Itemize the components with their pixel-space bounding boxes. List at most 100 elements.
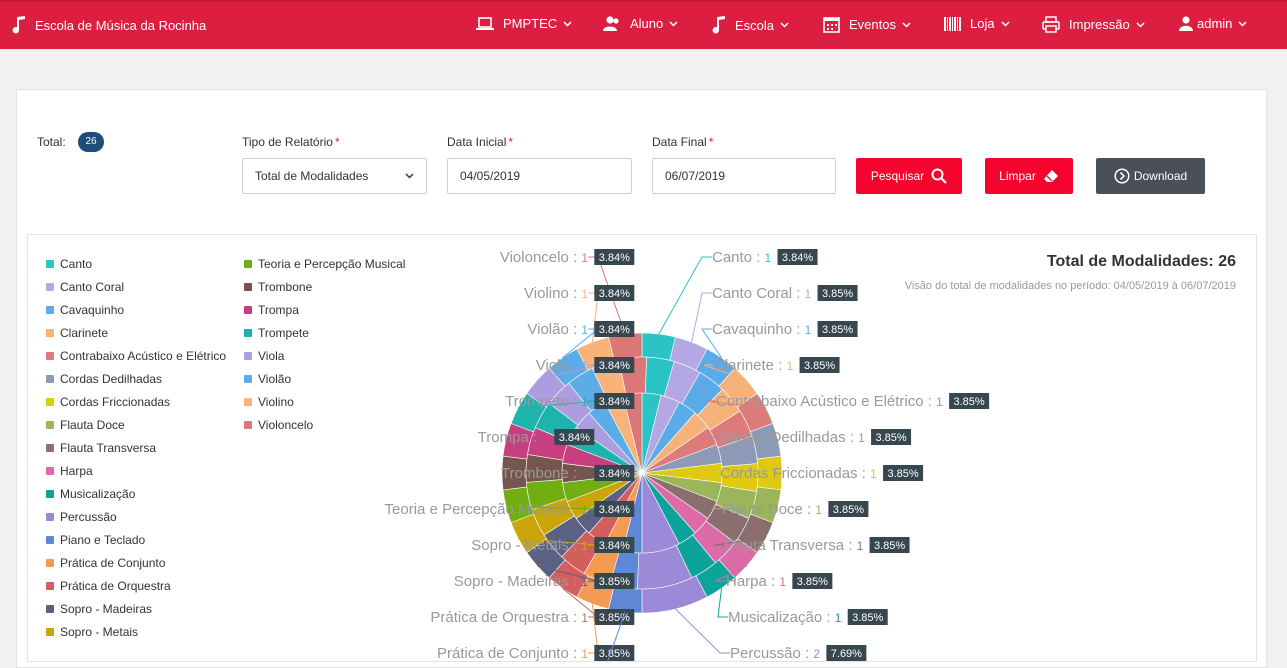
- nav-eventos[interactable]: Eventos: [823, 16, 911, 33]
- legend-label: Clarinete: [60, 326, 109, 340]
- percent-badge: [777, 249, 818, 265]
- percent-badge-text: 3.85%: [874, 540, 905, 552]
- pie-data-label: Trompa : 1 3.84%: [478, 429, 595, 446]
- legend-swatch: [46, 559, 54, 567]
- pie-data-label: Flauta Doce : 1 3.85%: [711, 501, 869, 518]
- legend-item[interactable]: Violino: [244, 395, 294, 409]
- pie-data-label: Piano e Teclado : 13.85%: [607, 611, 626, 661]
- end-date-input[interactable]: 06/07/2019: [652, 158, 836, 194]
- legend-item[interactable]: Violão: [244, 372, 291, 386]
- label-connector: [703, 364, 747, 381]
- legend-item[interactable]: Violoncelo: [244, 418, 313, 432]
- legend-label: Contrabaixo Acústico e Elétrico: [60, 349, 227, 363]
- pie-slice[interactable]: [637, 472, 708, 614]
- nav-loja[interactable]: Loja: [944, 16, 1010, 31]
- legend-item[interactable]: Percussão: [46, 510, 117, 524]
- percent-badge-text: 3.85%: [797, 576, 828, 588]
- chevron-down-icon: [1001, 20, 1010, 27]
- legend-swatch: [46, 605, 54, 613]
- legend-item[interactable]: Cavaquinho: [46, 303, 124, 317]
- label-connector: [658, 256, 712, 335]
- download-button[interactable]: Download: [1096, 158, 1205, 194]
- legend-item[interactable]: Trombone: [244, 280, 312, 294]
- legend-swatch: [46, 421, 54, 429]
- legend-item[interactable]: Prática de Orquestra: [46, 579, 171, 593]
- pie-data-label: Cavaquinho : 1 3.85%: [701, 321, 858, 359]
- chevron-down-icon: [563, 20, 572, 27]
- legend-swatch: [46, 306, 54, 314]
- legend-item[interactable]: Viola: [244, 349, 284, 363]
- start-date-input[interactable]: 04/05/2019: [447, 158, 632, 194]
- legend-swatch: [244, 306, 252, 314]
- pie-chart: Canto : 1 3.84%Canto Coral : 1 3.85%Cavaqu…: [385, 249, 990, 661]
- legend-label: Trompa: [258, 303, 299, 317]
- legend-label: Trompete: [258, 326, 309, 340]
- pie-label-text: Harpa : 1: [726, 573, 786, 590]
- percent-badge: [949, 393, 990, 409]
- percent-badge: [594, 393, 635, 409]
- legend-item[interactable]: Sopro - Metais: [46, 625, 138, 639]
- legend-label: Harpa: [60, 464, 93, 478]
- report-type-select[interactable]: Total de Modalidades: [242, 158, 427, 194]
- total-label: Total:: [37, 135, 66, 149]
- pie-data-label: Violoncelo : 1 3.84%: [500, 249, 635, 335]
- legend-swatch: [46, 536, 54, 544]
- percent-badge-text: 3.85%: [887, 468, 918, 480]
- legend-item[interactable]: Trompa: [244, 303, 299, 317]
- legend-item[interactable]: Trompete: [244, 326, 309, 340]
- pie-label-text: Trombone : 1: [501, 465, 588, 482]
- legend-item[interactable]: Flauta Transversa: [46, 441, 156, 455]
- pie-slice[interactable]: [526, 367, 643, 474]
- music-note-icon: [712, 16, 726, 34]
- percent-badge: [594, 537, 635, 553]
- pie-data-label: Canto : 1 3.84%: [658, 249, 818, 335]
- legend-item[interactable]: Flauta Doce: [46, 418, 125, 432]
- pie-slice[interactable]: [641, 472, 736, 598]
- legend-item[interactable]: Prática de Conjunto: [46, 556, 165, 570]
- percent-badge: [554, 429, 595, 445]
- pie-label-text: Flauta Transversa : 1: [724, 537, 864, 554]
- legend-swatch: [244, 352, 252, 360]
- legend-item[interactable]: Harpa: [46, 464, 93, 478]
- brand[interactable]: Escola de Música da Rocinha: [12, 16, 206, 34]
- nav-impressao[interactable]: Impressão: [1042, 16, 1145, 33]
- nav-aluno[interactable]: Aluno: [602, 16, 678, 31]
- legend-item[interactable]: Teoria e Percepção Musical: [244, 257, 405, 271]
- pie-slice[interactable]: [641, 393, 774, 474]
- pie-slice[interactable]: [641, 472, 782, 524]
- pie-slice[interactable]: [641, 367, 758, 474]
- label-connector: [705, 400, 767, 409]
- search-button[interactable]: Pesquisar: [856, 158, 962, 194]
- clear-button[interactable]: Limpar: [985, 158, 1073, 194]
- nav-escola[interactable]: Escola: [712, 16, 789, 34]
- pie-data-label: Flauta Transversa : 1 3.85%: [713, 537, 910, 554]
- legend-swatch: [46, 490, 54, 498]
- brand-label: Escola de Música da Rocinha: [35, 17, 207, 33]
- top-navbar: Escola de Música da Rocinha PMPTEC Aluno…: [0, 0, 1287, 49]
- percent-badge: [594, 645, 635, 661]
- pie-slice[interactable]: [641, 472, 774, 553]
- percent-badge-text: 3.84%: [599, 468, 630, 480]
- pie-slice[interactable]: [641, 422, 782, 474]
- legend-item[interactable]: Canto Coral: [46, 280, 124, 294]
- legend-item[interactable]: Cordas Dedilhadas: [46, 372, 162, 386]
- percent-badge: [871, 429, 912, 445]
- pie-data-label: Teoria e Percepção Musical : 1 3.84%: [385, 501, 635, 518]
- pie-slice[interactable]: [641, 348, 736, 474]
- percent-badge: [883, 465, 924, 481]
- percent-badge: [594, 501, 635, 517]
- legend-item[interactable]: Canto: [46, 257, 92, 271]
- nav-admin[interactable]: admin: [1179, 16, 1247, 31]
- legend-item[interactable]: Sopro - Madeiras: [46, 602, 152, 616]
- pie-label-text: Cavaquinho : 1: [712, 321, 812, 338]
- legend-item[interactable]: Clarinete: [46, 326, 108, 340]
- legend-item[interactable]: Cordas Friccionadas: [46, 395, 170, 409]
- chart-title: Total de Modalidades: 26: [1046, 253, 1236, 270]
- legend-swatch: [46, 283, 54, 291]
- legend-item[interactable]: Piano e Teclado: [46, 533, 145, 547]
- percent-badge: [594, 249, 635, 265]
- legend-item[interactable]: Musicalização: [46, 487, 135, 501]
- legend-item[interactable]: Contrabaixo Acústico e Elétrico: [46, 349, 226, 363]
- nav-pmptec[interactable]: PMPTEC: [476, 16, 572, 31]
- percent-badge: [594, 357, 635, 373]
